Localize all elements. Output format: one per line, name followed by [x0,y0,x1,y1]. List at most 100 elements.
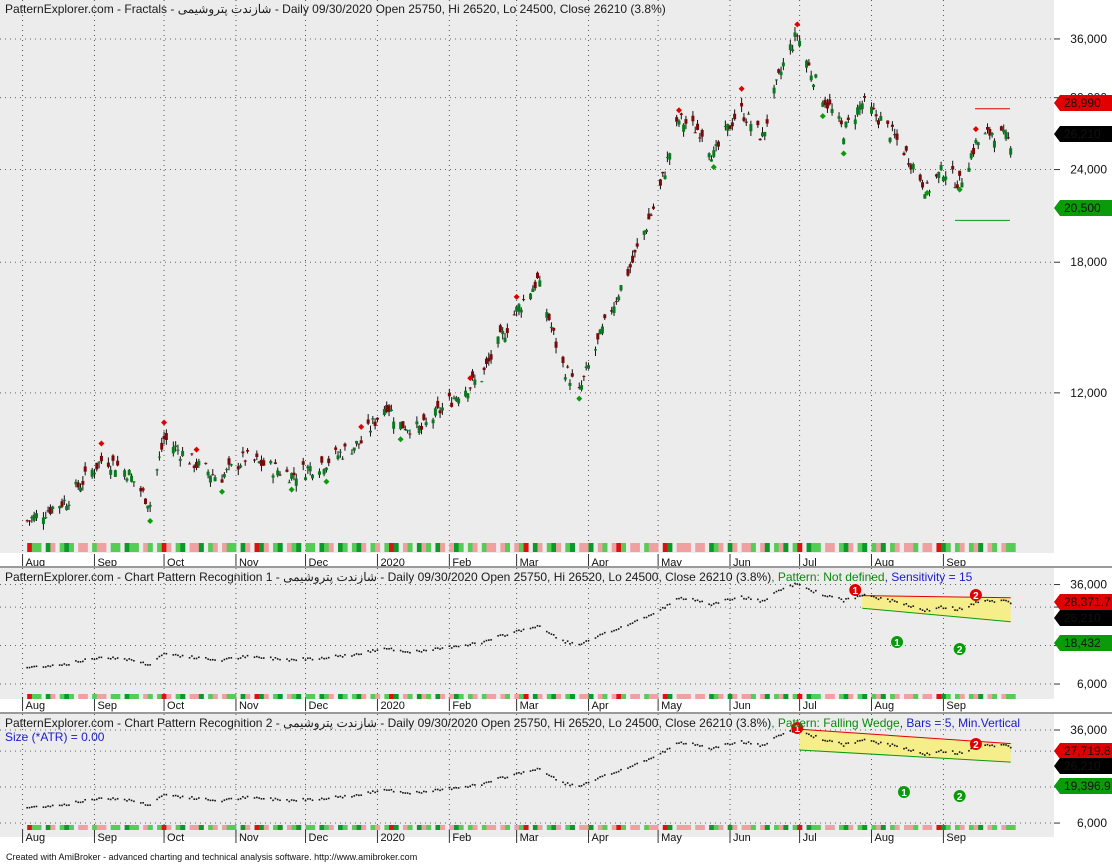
trend-strip-segment [741,825,747,830]
price-dot [678,597,680,600]
trend-strip-segment [222,694,228,699]
price-dot [840,598,843,601]
price-dot [383,788,386,791]
price-dot [450,647,453,649]
trend-strip-segment [681,825,687,830]
trend-strip-segment [481,543,487,552]
fractal-down-marker [576,395,583,402]
price-dot [603,631,606,634]
candle-body [74,481,78,485]
price-dot [290,799,293,801]
price-dot [100,797,103,799]
candle-body [317,471,321,475]
price-dot [68,804,70,806]
month-label: Dec [309,832,329,844]
price-dot [699,600,701,603]
trend-strip-segment [551,825,557,830]
price-dot [854,742,857,744]
month-label: Feb [452,832,471,844]
candle-body [424,422,428,426]
price-dot [209,659,212,661]
price-dot [808,733,810,736]
price-dot [160,795,163,798]
trend-strip-segment [681,694,687,699]
month-label: 2020 [380,832,404,844]
trend-strip-segment [458,825,464,830]
trend-strip-segment [64,694,70,699]
price-dot [47,665,49,667]
candle-body [176,449,180,451]
trend-strip-segment [620,543,626,552]
candle-body [985,127,989,130]
trend-strip-segment [556,825,562,830]
price-dot [288,660,291,662]
trend-strip-segment [579,694,585,699]
trend-strip-segment [273,694,279,699]
trend-strip-segment [588,694,594,699]
price-dot [780,734,782,737]
trend-strip-segment [760,825,766,830]
price-dot [627,624,629,627]
month-label: Oct [167,832,184,844]
fractal-down-marker [288,486,295,493]
candle-body [438,410,442,414]
price-dot [733,742,736,744]
trend-strip-segment [583,825,589,830]
trend-strip-segment [180,694,186,699]
price-dot [631,622,634,624]
price-dot [610,773,613,775]
trend-strip-segment [941,543,947,552]
trend-strip-segment [903,694,909,699]
price-dot [490,639,492,641]
trend-strip-segment [486,694,492,699]
price-dot [859,739,861,742]
candle-body [614,301,618,303]
trend-strip-segment [685,543,691,552]
trend-strip-segment [194,694,200,699]
price-dot [661,606,664,609]
price-dot [214,799,216,802]
candle-body [584,366,588,368]
pattern1-title-main: PatternExplorer.com - Chart Pattern Reco… [5,570,772,584]
trend-strip-segment [491,825,497,830]
trend-strip-segment [351,543,357,552]
trend-strip-segment [449,543,455,552]
candle-body [561,356,565,363]
price-dot [246,795,249,798]
trend-strip-segment [440,825,446,830]
candle-body [635,243,639,247]
price-dot [209,799,212,802]
price-dot [295,659,298,662]
price-dot [580,643,583,646]
price-dot [225,657,228,660]
fractal-down-marker [147,518,154,525]
trend-strip-segment [259,543,265,552]
trend-strip-segment [532,543,538,552]
candle-body [886,120,890,124]
trend-strip-segment [945,543,951,552]
candle-body [132,481,136,483]
price-dot [1002,599,1005,602]
trend-strip-segment [1001,694,1007,699]
price-dot [228,797,230,800]
month-label: Sep [946,832,966,844]
fractal-down-marker [219,488,226,495]
price-dot [775,735,778,738]
candle-body [733,113,737,120]
candle-body [473,379,477,385]
candle-body [343,443,347,447]
candle-body [821,102,825,107]
trend-strip-segment [913,543,919,552]
month-label: Sep [97,700,117,712]
price-dot [337,796,339,798]
price-dot [873,595,875,598]
price-dot [225,798,228,801]
trend-strip-segment [546,825,552,830]
trend-strip-segment [806,694,812,699]
trend-strip-segment [973,825,979,830]
price-dot [26,806,28,809]
trend-strip-segment [611,694,617,699]
price-dot [910,750,912,752]
trend-strip-segment [750,825,756,830]
trend-strip-segment [764,694,770,699]
